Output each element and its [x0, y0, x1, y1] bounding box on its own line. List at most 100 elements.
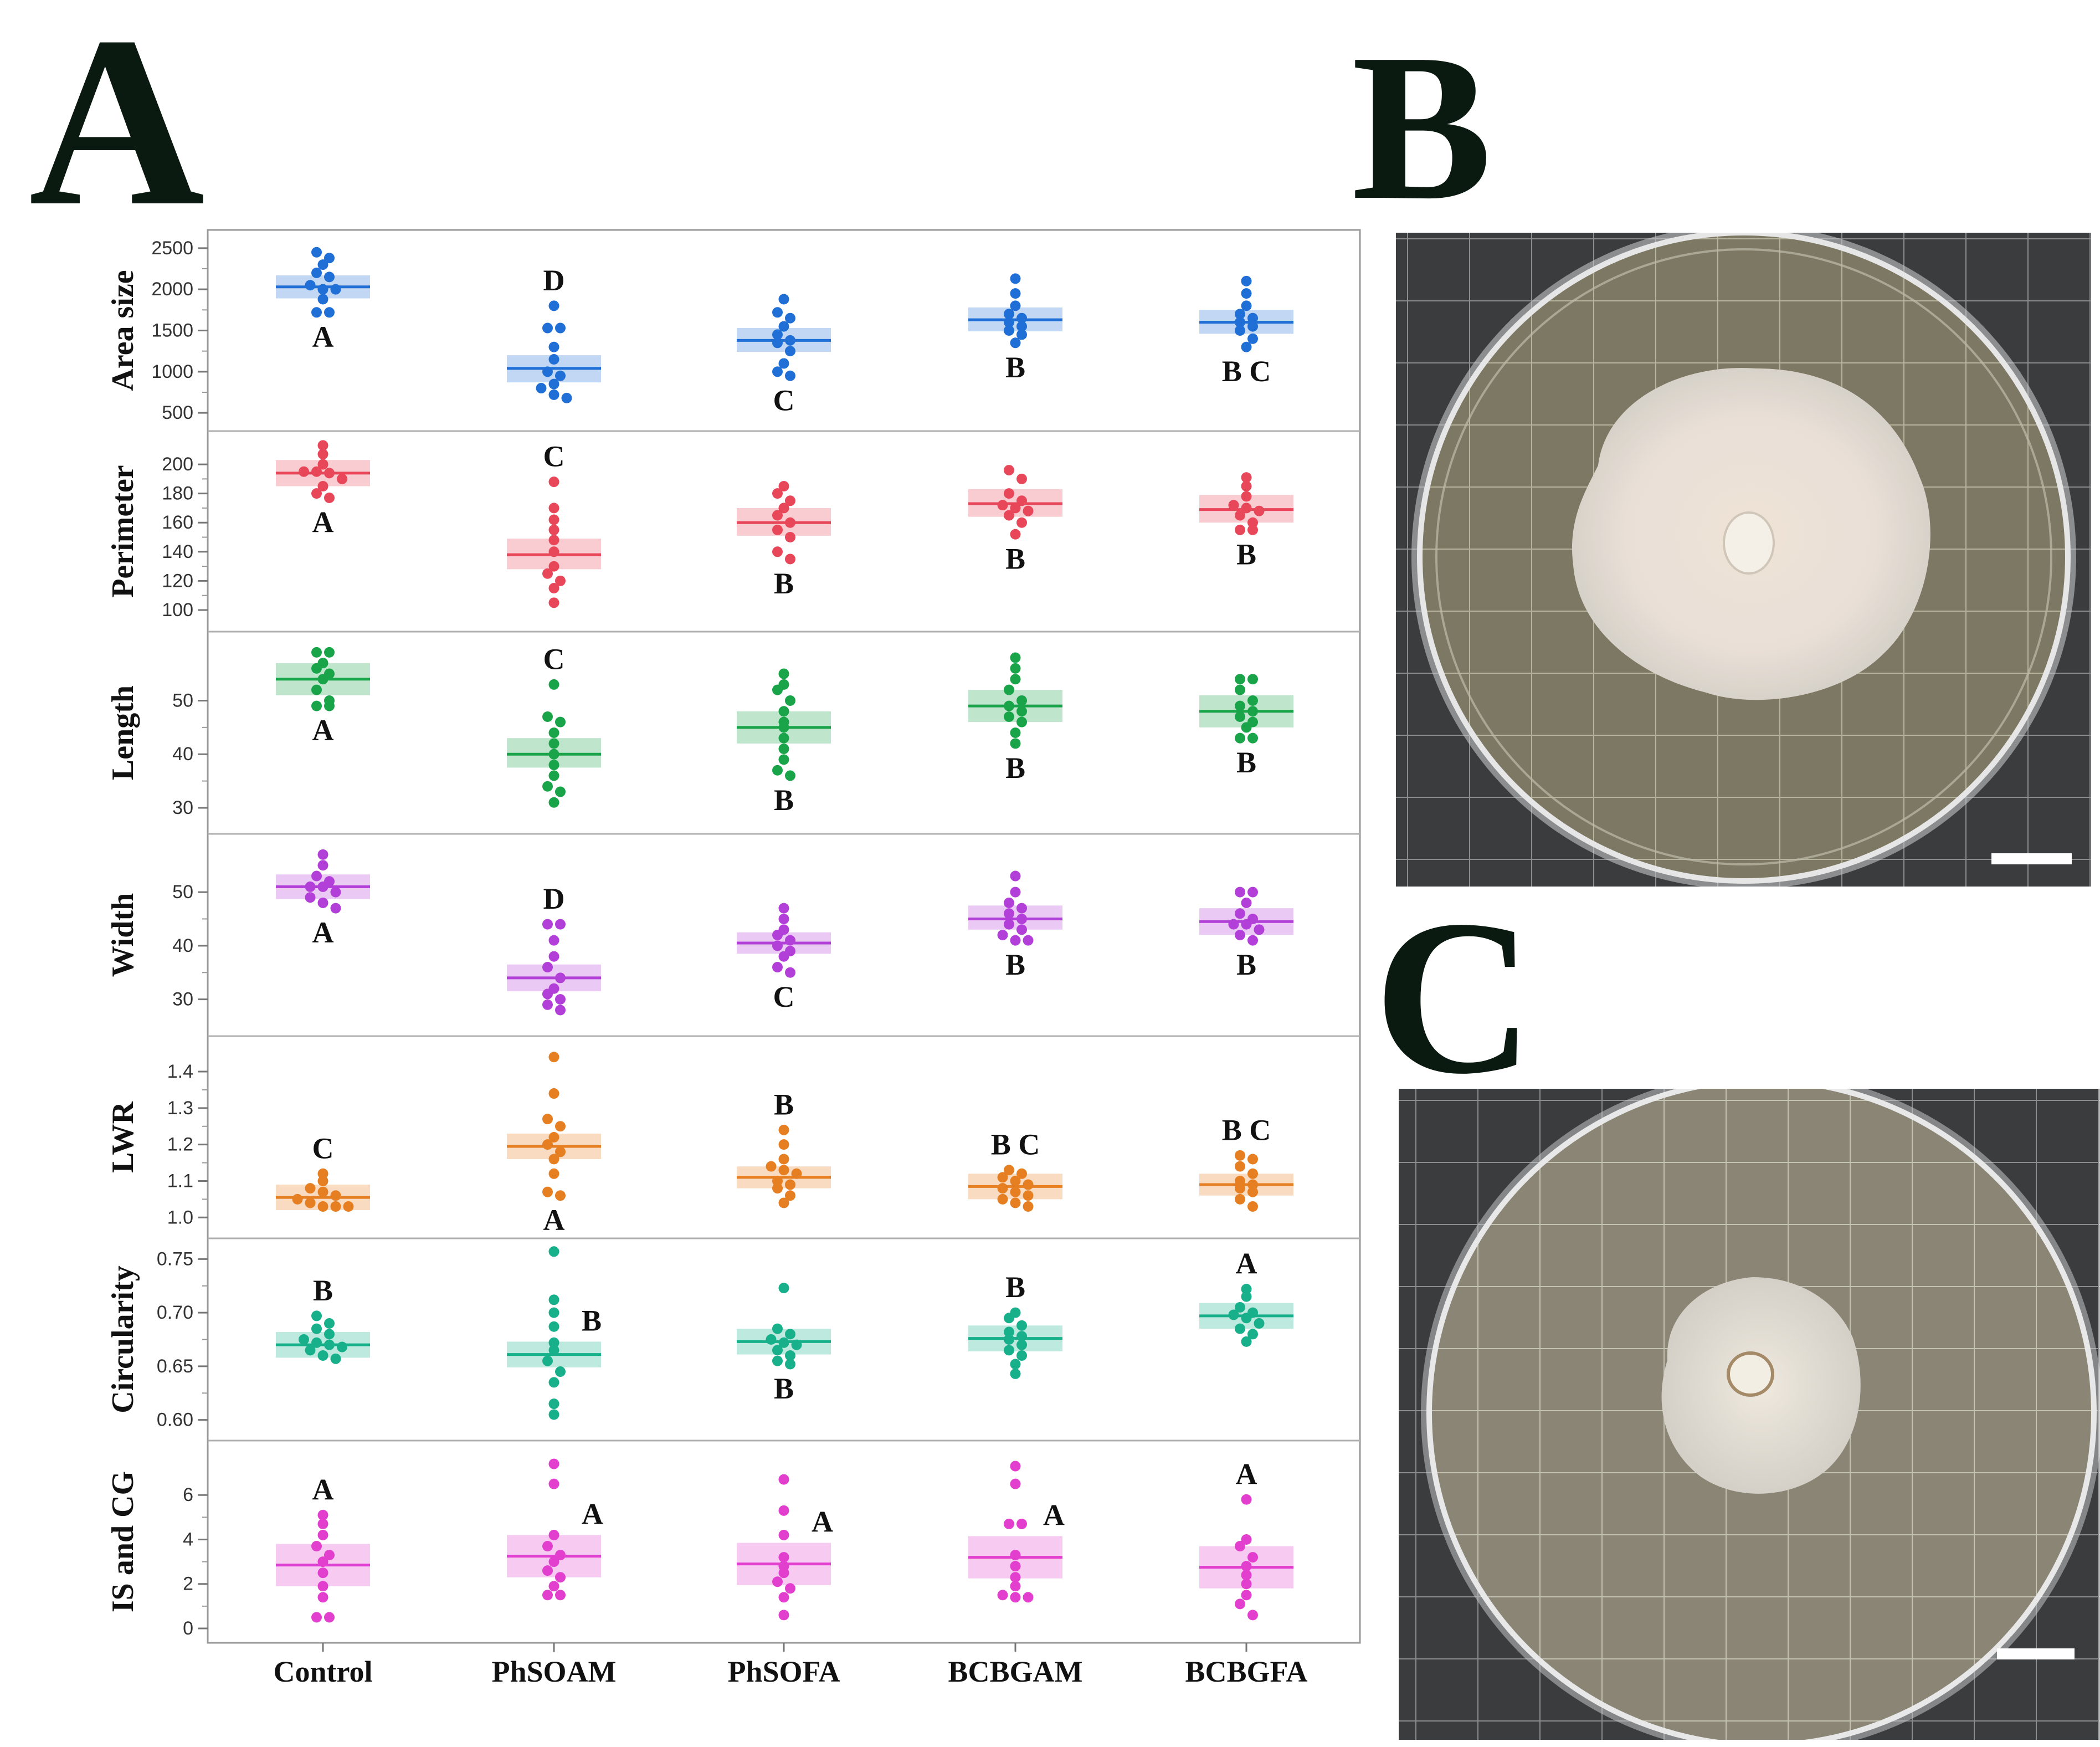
data-point	[1010, 1592, 1021, 1603]
data-point	[1004, 1345, 1014, 1356]
petri-dish-photo-b	[1396, 233, 2091, 887]
y-tick-label: 4	[183, 1529, 193, 1550]
data-point	[1241, 300, 1252, 311]
data-point	[778, 1154, 789, 1165]
data-point	[311, 466, 322, 477]
data-point	[311, 267, 322, 278]
data-point	[548, 1088, 559, 1099]
data-point	[542, 1541, 553, 1552]
data-point	[305, 1197, 316, 1208]
data-point	[772, 510, 783, 521]
data-point	[542, 1186, 553, 1197]
data-point	[772, 1175, 783, 1186]
data-point	[1016, 1339, 1027, 1350]
data-point	[311, 1337, 322, 1348]
data-point	[785, 1179, 795, 1190]
data-point	[542, 711, 553, 722]
data-point	[1247, 732, 1258, 744]
data-point	[785, 495, 795, 506]
data-point	[1010, 1550, 1021, 1561]
data-point	[1235, 309, 1245, 320]
y-axis-label: Circularity	[106, 1266, 140, 1413]
data-point	[555, 994, 566, 1005]
data-point	[1235, 325, 1245, 336]
data-point	[997, 930, 1008, 940]
panel-letter-b: B	[1352, 11, 1492, 244]
data-point	[305, 881, 316, 892]
data-point	[785, 335, 795, 346]
y-tick-label: 1500	[151, 320, 193, 341]
data-point	[324, 647, 335, 658]
significance-letter: D	[543, 882, 565, 915]
data-point	[778, 1529, 789, 1540]
data-point	[772, 930, 783, 940]
data-point	[1010, 1197, 1021, 1208]
data-point	[548, 1377, 559, 1388]
data-point	[1010, 935, 1021, 946]
y-tick-label: 30	[172, 989, 193, 1010]
data-point	[311, 1323, 322, 1334]
data-point	[778, 913, 789, 924]
data-point	[1004, 325, 1014, 336]
y-tick-label: 0.75	[157, 1248, 193, 1269]
significance-letter: B	[1236, 537, 1256, 571]
data-point	[772, 1183, 783, 1194]
data-point	[311, 1612, 322, 1623]
data-point	[1241, 1561, 1252, 1572]
data-point	[548, 749, 559, 760]
data-point	[548, 1246, 559, 1257]
data-point	[1016, 913, 1027, 924]
data-point	[785, 935, 795, 946]
data-point	[778, 1197, 789, 1208]
data-point	[1228, 1309, 1239, 1320]
data-point	[1023, 935, 1034, 946]
data-point	[772, 488, 783, 499]
data-point	[785, 1350, 795, 1361]
data-point	[548, 1458, 559, 1469]
data-point	[311, 307, 322, 318]
data-point	[997, 1172, 1008, 1183]
data-point	[778, 754, 789, 765]
data-point	[778, 321, 789, 332]
data-point	[785, 517, 795, 528]
data-point	[778, 1505, 789, 1516]
data-point	[1016, 924, 1027, 935]
data-point	[1247, 674, 1258, 685]
scale-bar	[1991, 853, 2072, 864]
y-tick-label: 1000	[151, 361, 193, 382]
significance-letter: B	[774, 567, 794, 600]
data-point	[317, 481, 328, 491]
data-point	[772, 1355, 783, 1366]
data-point	[311, 1310, 322, 1321]
data-point	[555, 919, 566, 930]
data-point	[778, 668, 789, 679]
data-point	[1247, 524, 1258, 535]
data-point	[1010, 503, 1021, 514]
data-point	[778, 903, 789, 914]
data-point	[785, 370, 795, 381]
data-point	[785, 532, 795, 543]
data-point	[305, 280, 316, 291]
x-category-label: PhSOFA	[727, 1655, 840, 1688]
data-point	[766, 1334, 777, 1345]
data-point	[311, 488, 322, 499]
data-point	[1247, 887, 1258, 898]
data-point	[548, 1529, 559, 1540]
data-point	[317, 440, 328, 451]
significance-letter: B C	[1222, 1113, 1271, 1146]
data-point	[542, 568, 553, 579]
data-point	[778, 1139, 789, 1150]
y-axis-label: LWR	[106, 1102, 140, 1173]
data-point	[1004, 908, 1014, 919]
data-point	[785, 1329, 795, 1340]
data-point	[1016, 716, 1027, 728]
data-point	[330, 903, 341, 914]
data-point	[317, 1201, 328, 1212]
data-point	[1010, 1175, 1021, 1186]
data-point	[548, 354, 559, 365]
data-point	[1016, 517, 1027, 528]
data-point	[305, 1183, 316, 1194]
data-point	[548, 378, 559, 390]
data-point	[778, 706, 789, 717]
